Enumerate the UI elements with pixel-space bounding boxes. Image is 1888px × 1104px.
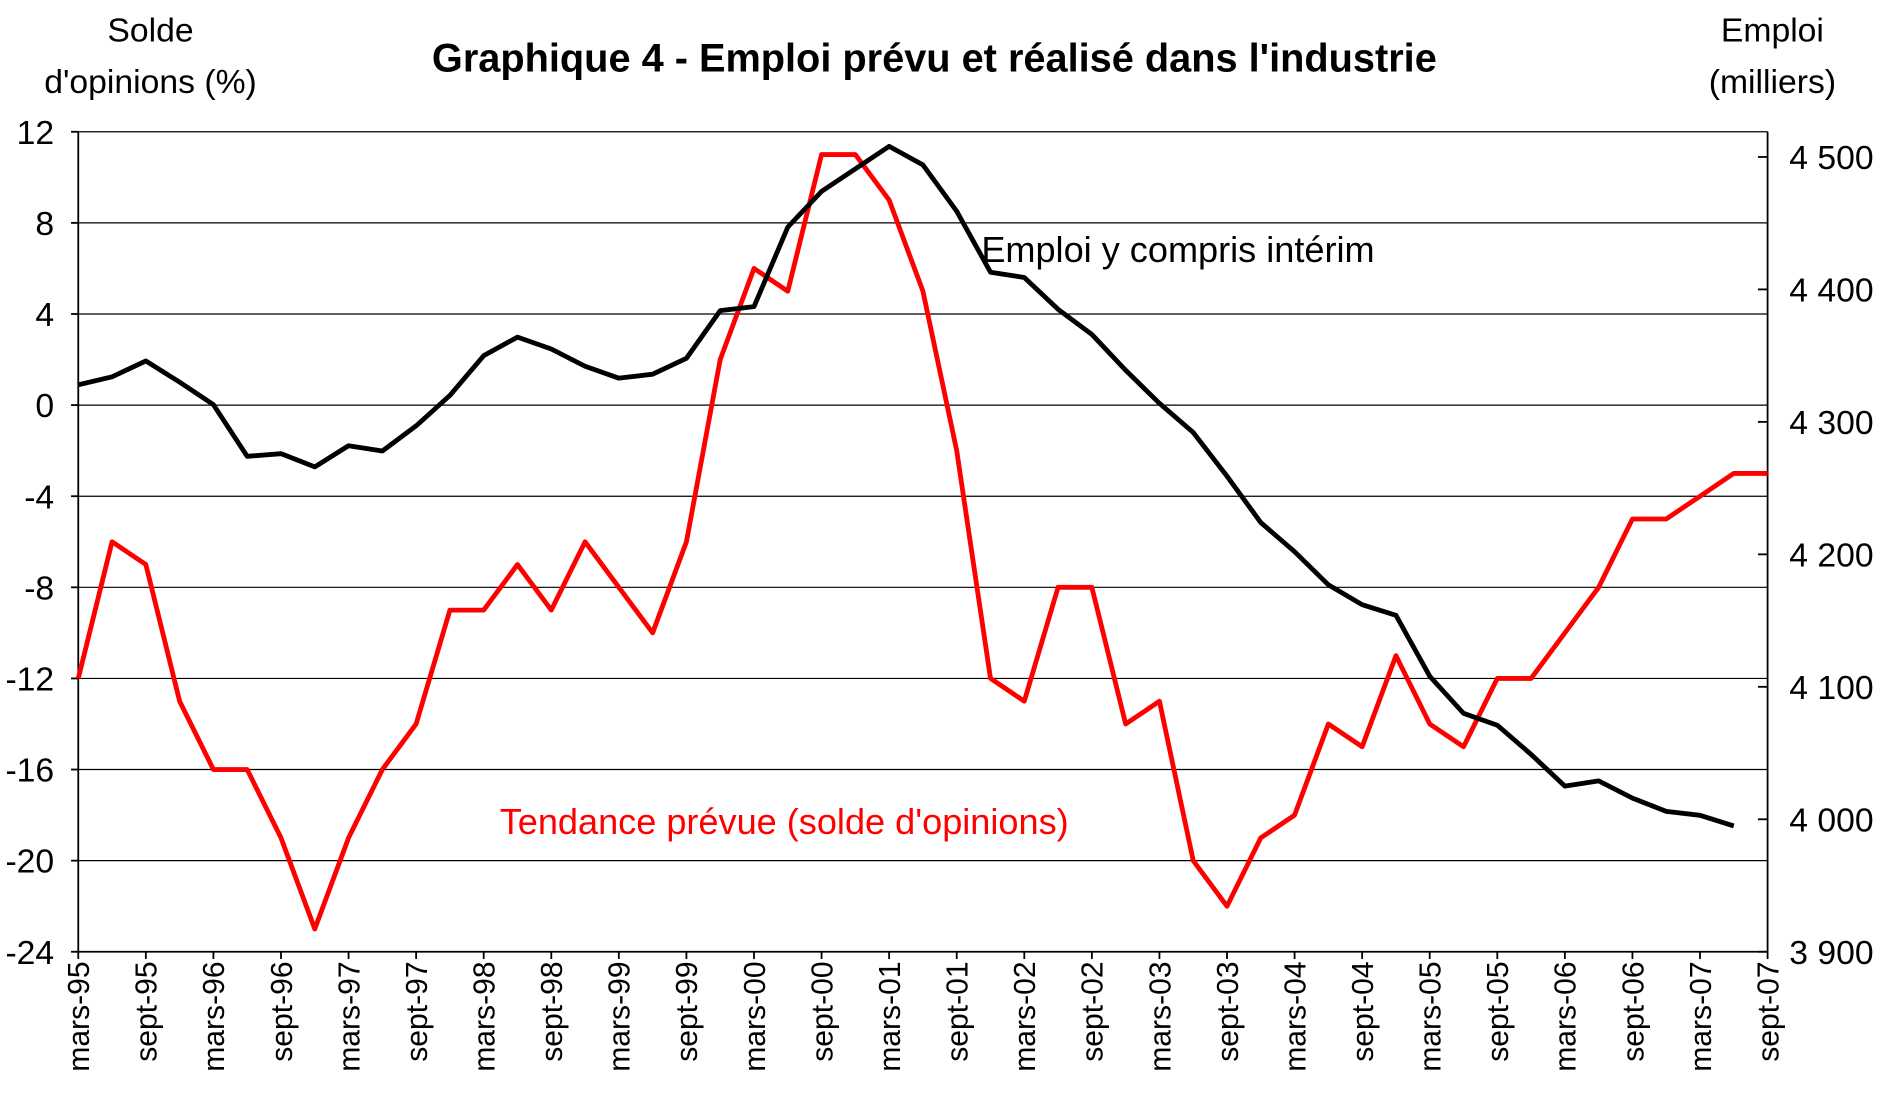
y2-tick-label: 4 000 <box>1789 801 1873 839</box>
y-axis-label: Solde <box>107 11 193 49</box>
x-tick-label: sept-96 <box>266 961 299 1061</box>
y-tick-label: 8 <box>35 205 54 243</box>
y-tick-label: -4 <box>24 478 54 516</box>
x-tick-label: mars-00 <box>739 961 772 1071</box>
y2-axis-label: (milliers) <box>1709 63 1836 101</box>
y2-tick-label: 4 100 <box>1789 669 1873 707</box>
x-tick-label: sept-05 <box>1482 961 1515 1061</box>
x-tick-label: mars-04 <box>1279 961 1312 1071</box>
x-tick-label: sept-00 <box>806 961 839 1061</box>
y2-tick-label: 4 400 <box>1789 271 1873 309</box>
x-tick-label: mars-97 <box>333 961 366 1071</box>
x-tick-label: sept-97 <box>401 961 434 1061</box>
x-tick-label: sept-04 <box>1347 961 1380 1061</box>
x-tick-label: sept-95 <box>131 961 164 1061</box>
y2-tick-label: 4 200 <box>1789 536 1873 574</box>
x-tick-label: mars-06 <box>1550 961 1583 1071</box>
y-tick-label: -24 <box>5 934 54 972</box>
y-axis-label: d'opinions (%) <box>44 63 257 101</box>
y2-tick-label: 4 300 <box>1789 404 1873 442</box>
series-line <box>77 143 1735 829</box>
x-tick-label: mars-01 <box>874 961 907 1071</box>
series-label: Tendance prévue (solde d'opinions) <box>500 801 1069 842</box>
x-tick-label: sept-02 <box>1077 961 1110 1061</box>
x-tick-label: sept-01 <box>942 961 975 1061</box>
x-tick-label: sept-99 <box>671 961 704 1061</box>
series-label: Emploi y compris intérim <box>981 229 1374 270</box>
x-tick-label: mars-95 <box>63 961 96 1071</box>
series-line <box>75 152 1768 932</box>
x-tick-label: sept-03 <box>1212 961 1245 1061</box>
y-tick-label: 4 <box>35 296 54 334</box>
x-tick-label: mars-05 <box>1415 961 1448 1071</box>
y2-tick-label: 3 900 <box>1789 934 1873 972</box>
x-tick-label: mars-99 <box>604 961 637 1071</box>
y-tick-label: -8 <box>24 569 54 607</box>
y-tick-label: -12 <box>5 660 54 698</box>
y-tick-label: 12 <box>17 114 55 152</box>
x-tick-label: sept-98 <box>536 961 569 1061</box>
y-tick-label: -16 <box>5 752 54 790</box>
x-tick-label: mars-03 <box>1144 961 1177 1071</box>
y-tick-label: -20 <box>5 843 54 881</box>
x-tick-label: sept-07 <box>1752 961 1785 1061</box>
y2-axis-label: Emploi <box>1721 11 1824 49</box>
x-tick-label: mars-96 <box>198 961 231 1071</box>
x-tick-label: mars-07 <box>1685 961 1718 1071</box>
x-tick-label: sept-06 <box>1617 961 1650 1061</box>
x-tick-label: mars-98 <box>469 961 502 1071</box>
y2-tick-label: 4 500 <box>1789 139 1873 177</box>
chart-title: Graphique 4 - Emploi prévu et réalisé da… <box>432 37 1437 81</box>
x-tick-label: mars-02 <box>1009 961 1042 1071</box>
y-tick-label: 0 <box>35 387 54 425</box>
